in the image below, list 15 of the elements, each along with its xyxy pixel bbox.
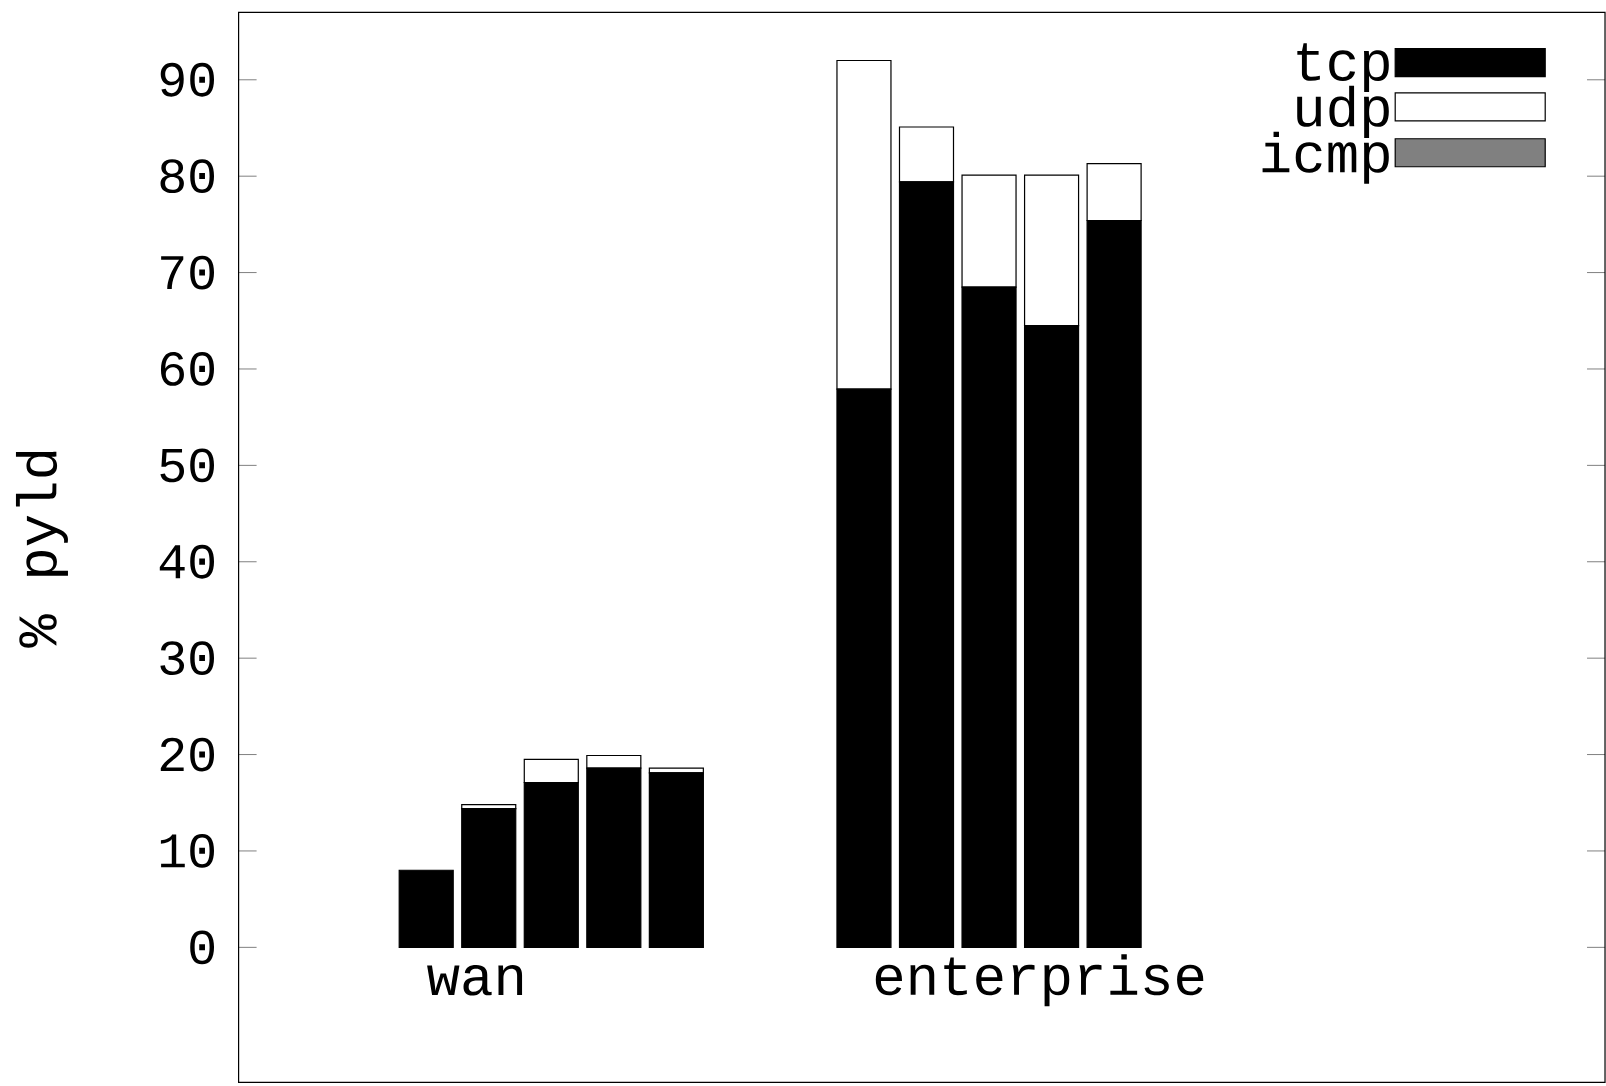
y-tick-label: 30 — [160, 641, 215, 676]
bar — [461, 807, 517, 948]
y-tick-label: 10 — [160, 834, 215, 868]
bar — [398, 869, 454, 948]
y-tick-label: 40 — [159, 544, 215, 579]
y-tick-label: 50 — [160, 448, 215, 483]
y-tick-label: 0 — [190, 930, 215, 965]
y-tick-label: 90 — [160, 62, 215, 97]
y-axis-title: % pyld — [15, 451, 68, 648]
y-tick-label: 80 — [160, 159, 215, 194]
y-tick-label: 20 — [160, 737, 215, 772]
y-tick-label: 60 — [160, 352, 215, 386]
y-tick-label: 70 — [161, 255, 215, 290]
x-tick-label: enterprise — [875, 954, 1204, 1007]
x-tick-label: wan — [427, 965, 523, 996]
